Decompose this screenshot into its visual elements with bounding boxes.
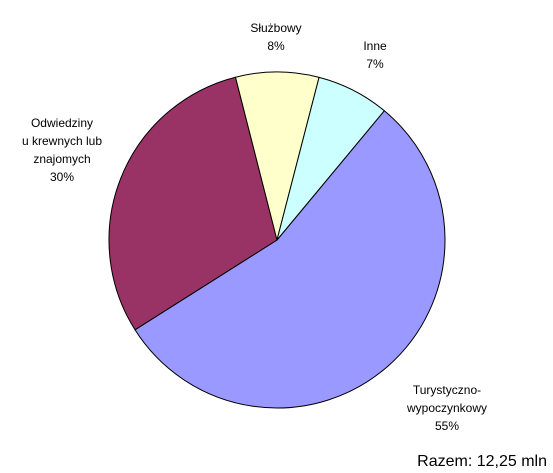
slice-value-label: 55% (434, 419, 460, 433)
slice-value-label: 8% (267, 39, 285, 53)
pie-slice (134, 110, 446, 409)
slice-label: Turystyczno- wypoczynkowy (406, 383, 488, 415)
slice-value-label: 30% (49, 170, 75, 184)
slice-label: Inne (363, 39, 387, 53)
slice-label: Odwiedziny u krewnych lub znajomych (21, 116, 103, 166)
pie-slice (276, 76, 386, 241)
pie-slice (108, 76, 278, 331)
slice-value-label: 7% (366, 57, 384, 71)
total-annotation: Razem: 12,25 mln (417, 453, 547, 470)
slice-label: Służbowy (250, 21, 302, 35)
